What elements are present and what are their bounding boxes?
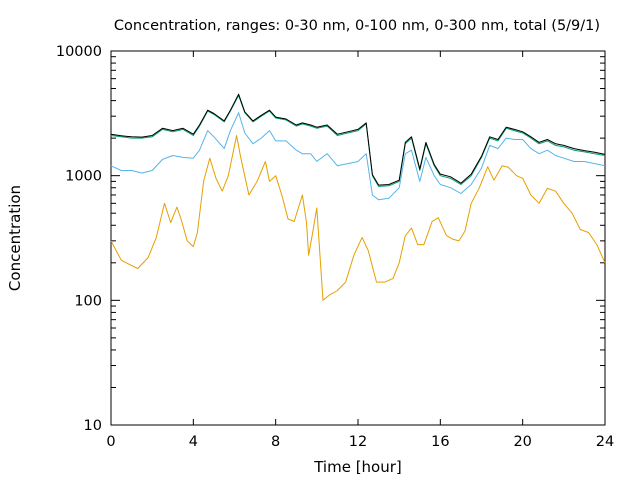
series-line-1 (110, 135, 606, 301)
plot-frame (110, 50, 606, 426)
x-tick-label: 0 (106, 434, 115, 450)
x-tick-label: 24 (596, 434, 614, 450)
y-tick-label: 100 (74, 293, 102, 309)
x-tick-label: 4 (189, 434, 198, 450)
y-axis-label: Concentration (6, 185, 24, 291)
y-tick-label: 10 (84, 418, 102, 434)
x-tick-label: 20 (513, 434, 531, 450)
series-line-3 (110, 94, 606, 187)
series-line-2 (110, 112, 606, 201)
y-tick-label: 10000 (56, 44, 102, 60)
x-tick-label: 16 (431, 434, 449, 450)
x-tick-label: 8 (271, 434, 280, 450)
chart-title: Concentration, ranges: 0-30 nm, 0-100 nm… (114, 18, 600, 34)
x-axis-label: Time [hour] (313, 458, 402, 476)
x-tick-label: 12 (349, 434, 367, 450)
y-tick-label: 1000 (65, 169, 102, 185)
series-line-4 (110, 93, 606, 186)
